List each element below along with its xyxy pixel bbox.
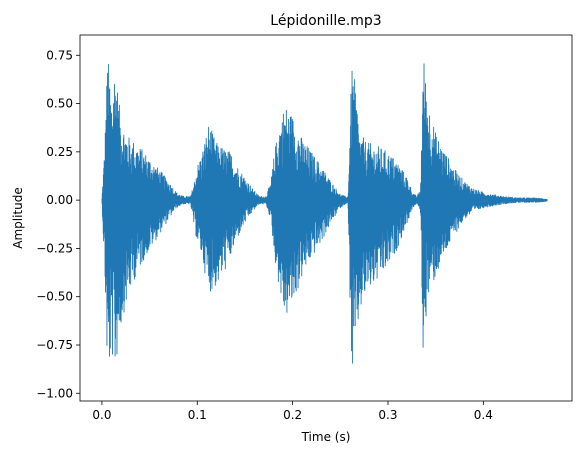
x-tick-label: 0.2 [283, 408, 302, 422]
y-tick-label: −0.75 [36, 338, 73, 352]
x-axis: 0.0 0.1 0.2 0.3 0.4 [92, 401, 493, 422]
plot-area [101, 63, 548, 364]
x-tick-label: 0.1 [188, 408, 207, 422]
y-tick-label: 0.25 [46, 145, 73, 159]
chart-title: Lépidonille.mp3 [270, 13, 381, 29]
y-axis: 0.75 0.50 0.25 0.00 −0.25 −0.50 −0.75 −1.00 [36, 48, 80, 400]
waveform-series-line [101, 63, 548, 364]
y-axis-label: Amplitude [11, 187, 25, 249]
y-tick-label: −0.25 [36, 241, 73, 255]
x-tick-label: 0.0 [92, 408, 111, 422]
y-tick-label: 0.00 [46, 193, 73, 207]
x-tick-label: 0.4 [474, 408, 493, 422]
x-tick-label: 0.3 [378, 408, 397, 422]
axes-frame [79, 34, 573, 402]
x-axis-label: Time (s) [301, 430, 351, 444]
y-tick-label: 0.75 [46, 48, 73, 62]
y-tick-label: 0.50 [46, 97, 73, 111]
y-tick-label: −1.00 [36, 386, 73, 400]
y-tick-label: −0.50 [36, 290, 73, 304]
